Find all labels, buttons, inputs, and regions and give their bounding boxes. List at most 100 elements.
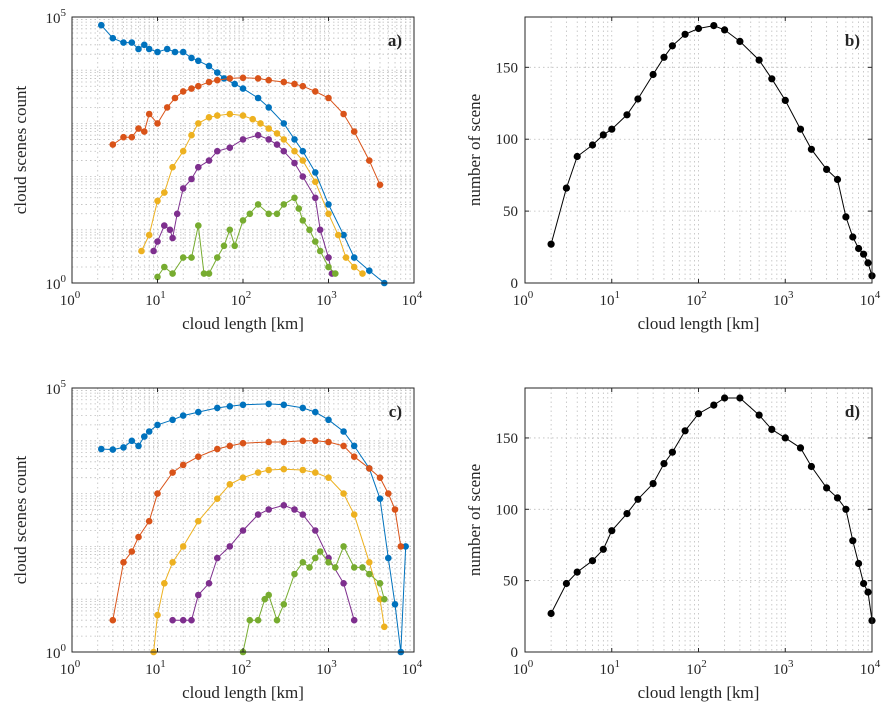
data-point	[325, 263, 332, 271]
data-point	[128, 133, 136, 141]
y-tick-label: 150	[496, 60, 519, 76]
data-point	[120, 39, 127, 46]
x-tick-label: 100	[513, 658, 534, 678]
data-point	[280, 438, 288, 446]
data-point	[376, 495, 384, 503]
data-point	[265, 438, 273, 446]
data-point	[265, 104, 273, 111]
data-point	[161, 263, 168, 271]
data-point	[188, 54, 195, 62]
data-point	[588, 141, 597, 149]
data-point	[246, 210, 254, 218]
data-point	[350, 616, 358, 624]
data-point	[128, 548, 136, 555]
data-point	[295, 205, 303, 212]
y-axis-label: cloud scenes count	[11, 456, 30, 585]
y-tick-label: 105	[46, 7, 67, 27]
data-point	[325, 94, 332, 102]
data-point	[849, 537, 857, 545]
data-point	[166, 226, 174, 234]
y-axis-label: number of scene	[465, 94, 484, 206]
data-point	[291, 80, 298, 88]
data-point	[306, 564, 313, 571]
data-point	[306, 226, 313, 234]
series-2	[109, 437, 405, 624]
data-point	[265, 591, 273, 599]
data-point	[312, 469, 319, 476]
data-point	[397, 543, 405, 550]
data-point	[265, 400, 273, 408]
data-point	[171, 48, 179, 56]
data-point	[316, 226, 324, 234]
series-line	[112, 77, 381, 186]
data-point	[195, 82, 202, 90]
data-point	[325, 474, 332, 482]
data-point	[312, 88, 319, 95]
data-point	[120, 133, 127, 141]
data-point	[299, 82, 307, 90]
data-point	[188, 254, 195, 261]
data-point	[350, 453, 358, 461]
data-point	[280, 136, 288, 143]
data-point	[366, 465, 373, 472]
data-point	[239, 112, 247, 119]
data-point	[214, 404, 221, 412]
data-point	[562, 184, 571, 192]
data-point	[265, 136, 273, 143]
data-point	[265, 76, 273, 84]
data-point	[173, 210, 181, 218]
series-2	[109, 74, 384, 189]
data-point	[179, 88, 187, 95]
data-point	[109, 446, 117, 453]
data-point	[273, 210, 281, 218]
data-point	[195, 57, 202, 65]
x-tick-label: 101	[145, 658, 166, 678]
series-3	[150, 465, 388, 656]
data-point	[660, 53, 668, 61]
data-point	[195, 222, 202, 229]
data-point	[214, 495, 221, 503]
data-point	[109, 616, 117, 624]
data-point	[721, 394, 729, 402]
x-tick-label: 100	[60, 658, 81, 678]
data-point	[855, 244, 863, 253]
grid	[72, 17, 414, 283]
data-point	[649, 480, 657, 488]
data-point	[299, 404, 307, 412]
data-point	[261, 595, 269, 603]
data-point	[214, 147, 221, 155]
data-point	[312, 178, 319, 186]
data-point	[833, 175, 842, 184]
data-point	[312, 169, 319, 176]
data-point	[128, 39, 136, 46]
data-point	[214, 554, 221, 562]
data-point	[623, 509, 631, 518]
data-point	[141, 433, 148, 440]
data-point	[231, 242, 238, 250]
data-point	[681, 30, 689, 38]
x-tick-label: 100	[513, 289, 534, 309]
data-point	[694, 410, 703, 418]
x-tick-label: 102	[686, 289, 707, 309]
panel-label: a)	[388, 31, 402, 50]
data-point	[668, 448, 677, 456]
x-tick-label: 104	[402, 289, 423, 309]
y-tick-label: 50	[503, 204, 518, 220]
series-line	[157, 197, 336, 278]
data-point	[195, 517, 202, 525]
data-point	[280, 201, 288, 208]
data-point	[214, 76, 221, 84]
data-point	[273, 141, 281, 148]
data-point	[188, 131, 195, 139]
data-point	[291, 147, 298, 155]
grid	[72, 388, 414, 652]
data-point	[171, 94, 179, 102]
y-tick-label: 105	[46, 378, 67, 398]
data-point	[660, 460, 668, 468]
data-point	[340, 490, 347, 497]
data-point	[154, 120, 161, 127]
series-1	[547, 22, 876, 280]
data-point	[163, 104, 171, 111]
data-point	[145, 110, 153, 118]
